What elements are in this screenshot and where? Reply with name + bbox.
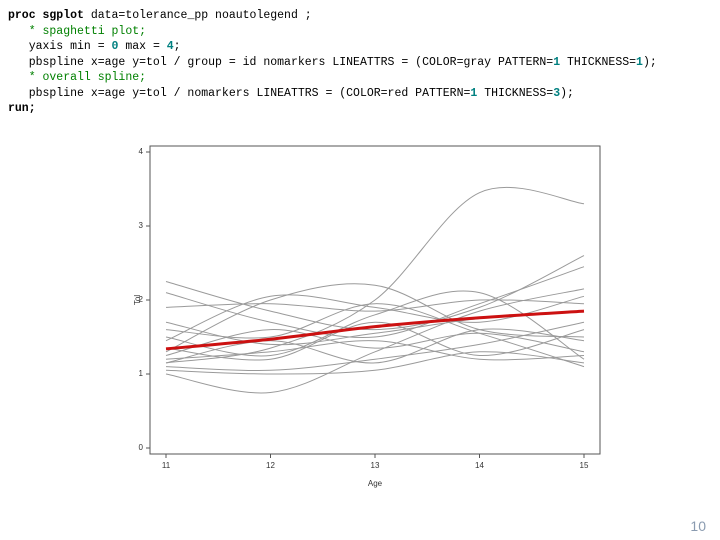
x-tick-label: 15 (580, 461, 589, 470)
y-axis-label: Tol (133, 295, 142, 305)
series-line (165, 299, 585, 312)
y-tick-label: 1 (139, 369, 144, 378)
y-tick-label: 3 (139, 221, 144, 230)
code-line: pbspline x=age y=tol / nomarkers LINEATT… (8, 86, 657, 102)
series-line (165, 340, 585, 361)
series-line (165, 309, 585, 351)
code-token: yaxis min = (8, 40, 112, 53)
code-token: ); (560, 86, 574, 100)
code-token: ); (642, 55, 657, 69)
series-line (165, 329, 585, 356)
code-token: run; (8, 102, 36, 115)
x-tick-label: 13 (371, 461, 380, 470)
x-tick-label: 12 (266, 461, 275, 470)
code-token: * overall spline; (8, 71, 147, 84)
code-line: yaxis min = 0 max = 4; (8, 39, 657, 55)
x-axis-label: Age (368, 479, 383, 488)
y-tick-label: 2 (139, 295, 144, 304)
series-line (165, 351, 585, 375)
series-line (165, 283, 585, 353)
series-line (165, 321, 585, 361)
y-tick-label: 0 (139, 443, 144, 452)
code-token: THICKNESS= (477, 86, 554, 100)
y-tick-label: 4 (139, 147, 144, 156)
code-token: pbspline x=age y=tol / nomarkers LINEATT… (8, 86, 471, 100)
code-line: pbspline x=age y=tol / group = id nomark… (8, 55, 657, 71)
series-line (165, 186, 585, 364)
x-tick-label: 11 (162, 461, 171, 470)
series-line (165, 290, 585, 360)
code-token: 3 (553, 86, 561, 100)
page-number: 10 (690, 518, 706, 534)
code-line: run; (8, 101, 657, 117)
code-token: THICKNESS= (560, 55, 637, 69)
code-token: max = (118, 40, 167, 53)
code-token: pbspline x=age y=tol / group = id nomark… (8, 55, 554, 69)
series-line (165, 255, 585, 331)
code-line: * overall spline; (8, 70, 657, 86)
code-token: data=tolerance_pp noautolegend ; (83, 9, 312, 22)
code-line: * spaghetti plot; (8, 24, 657, 40)
code-line: proc sgplot data=tolerance_pp noautolege… (8, 8, 657, 24)
code-token: * spaghetti plot; (8, 24, 147, 38)
code-token: 1 (553, 55, 561, 69)
code-token: proc sgplot (8, 9, 84, 22)
code-token: 1 (636, 55, 643, 69)
series-line (165, 328, 585, 364)
code-token: 1 (470, 86, 478, 100)
series-line (165, 266, 585, 339)
code-token: 0 (111, 40, 119, 53)
series-line (165, 303, 585, 368)
series-line (165, 288, 585, 394)
x-tick-label: 14 (475, 461, 484, 470)
code-token: ; (173, 40, 181, 53)
code-block: proc sgplot data=tolerance_pp noautolege… (8, 8, 657, 117)
code-token: 4 (166, 40, 174, 53)
